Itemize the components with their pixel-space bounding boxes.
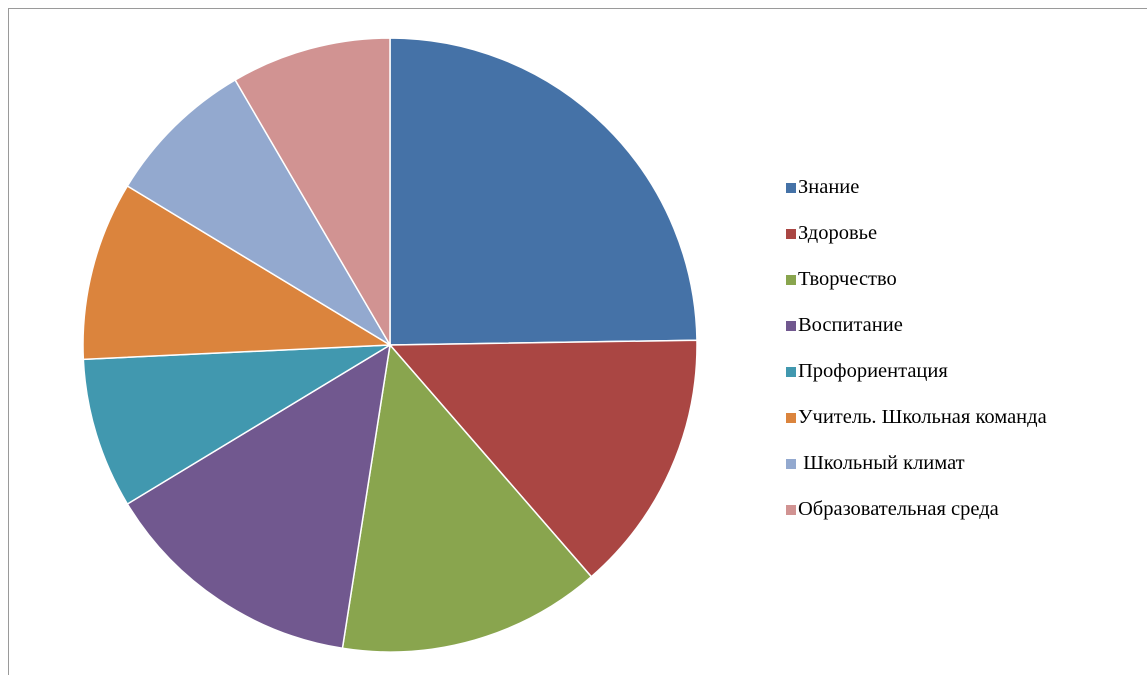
legend-item: Школьный климат <box>786 448 1146 494</box>
legend-swatch <box>786 229 796 239</box>
chart-area <box>8 8 1147 675</box>
legend-item: Воспитание <box>786 310 1146 356</box>
legend-label: Школьный климат <box>798 452 965 474</box>
legend-label: Творчество <box>798 268 897 290</box>
legend-swatch <box>786 183 796 193</box>
pie-slice-1 <box>389 37 698 346</box>
legend-swatch <box>786 459 796 469</box>
legend-label: Знание <box>798 176 860 198</box>
legend-label: Здоровье <box>798 222 878 244</box>
pie-slice-4 <box>126 343 391 650</box>
legend-item: Учитель. Школьная команда <box>786 402 1146 448</box>
legend-swatch <box>786 505 796 515</box>
legend-label: Воспитание <box>798 314 903 336</box>
pie-slice-6 <box>82 184 393 361</box>
legend: Знание Здоровье Творчество Воспитание Профор… <box>786 172 1146 540</box>
legend-item: Здоровье <box>786 218 1146 264</box>
legend-swatch <box>786 413 796 423</box>
pie-slice-7 <box>126 78 391 346</box>
pie-slice-3 <box>341 343 593 653</box>
legend-swatch <box>786 367 796 377</box>
pie-slice-5 <box>82 344 391 506</box>
legend-item: Образовательная среда <box>786 494 1146 540</box>
legend-label: Образовательная среда <box>798 498 999 520</box>
legend-swatch <box>786 321 796 331</box>
pie-slice-8 <box>234 37 391 348</box>
legend-label: Профориентация <box>798 360 948 382</box>
legend-item: Профориентация <box>786 356 1146 402</box>
legend-swatch <box>786 275 796 285</box>
pie-slice-2 <box>388 339 698 578</box>
legend-label: Учитель. Школьная команда <box>798 406 1047 428</box>
legend-item: Знание <box>786 172 1146 218</box>
legend-item: Творчество <box>786 264 1146 310</box>
